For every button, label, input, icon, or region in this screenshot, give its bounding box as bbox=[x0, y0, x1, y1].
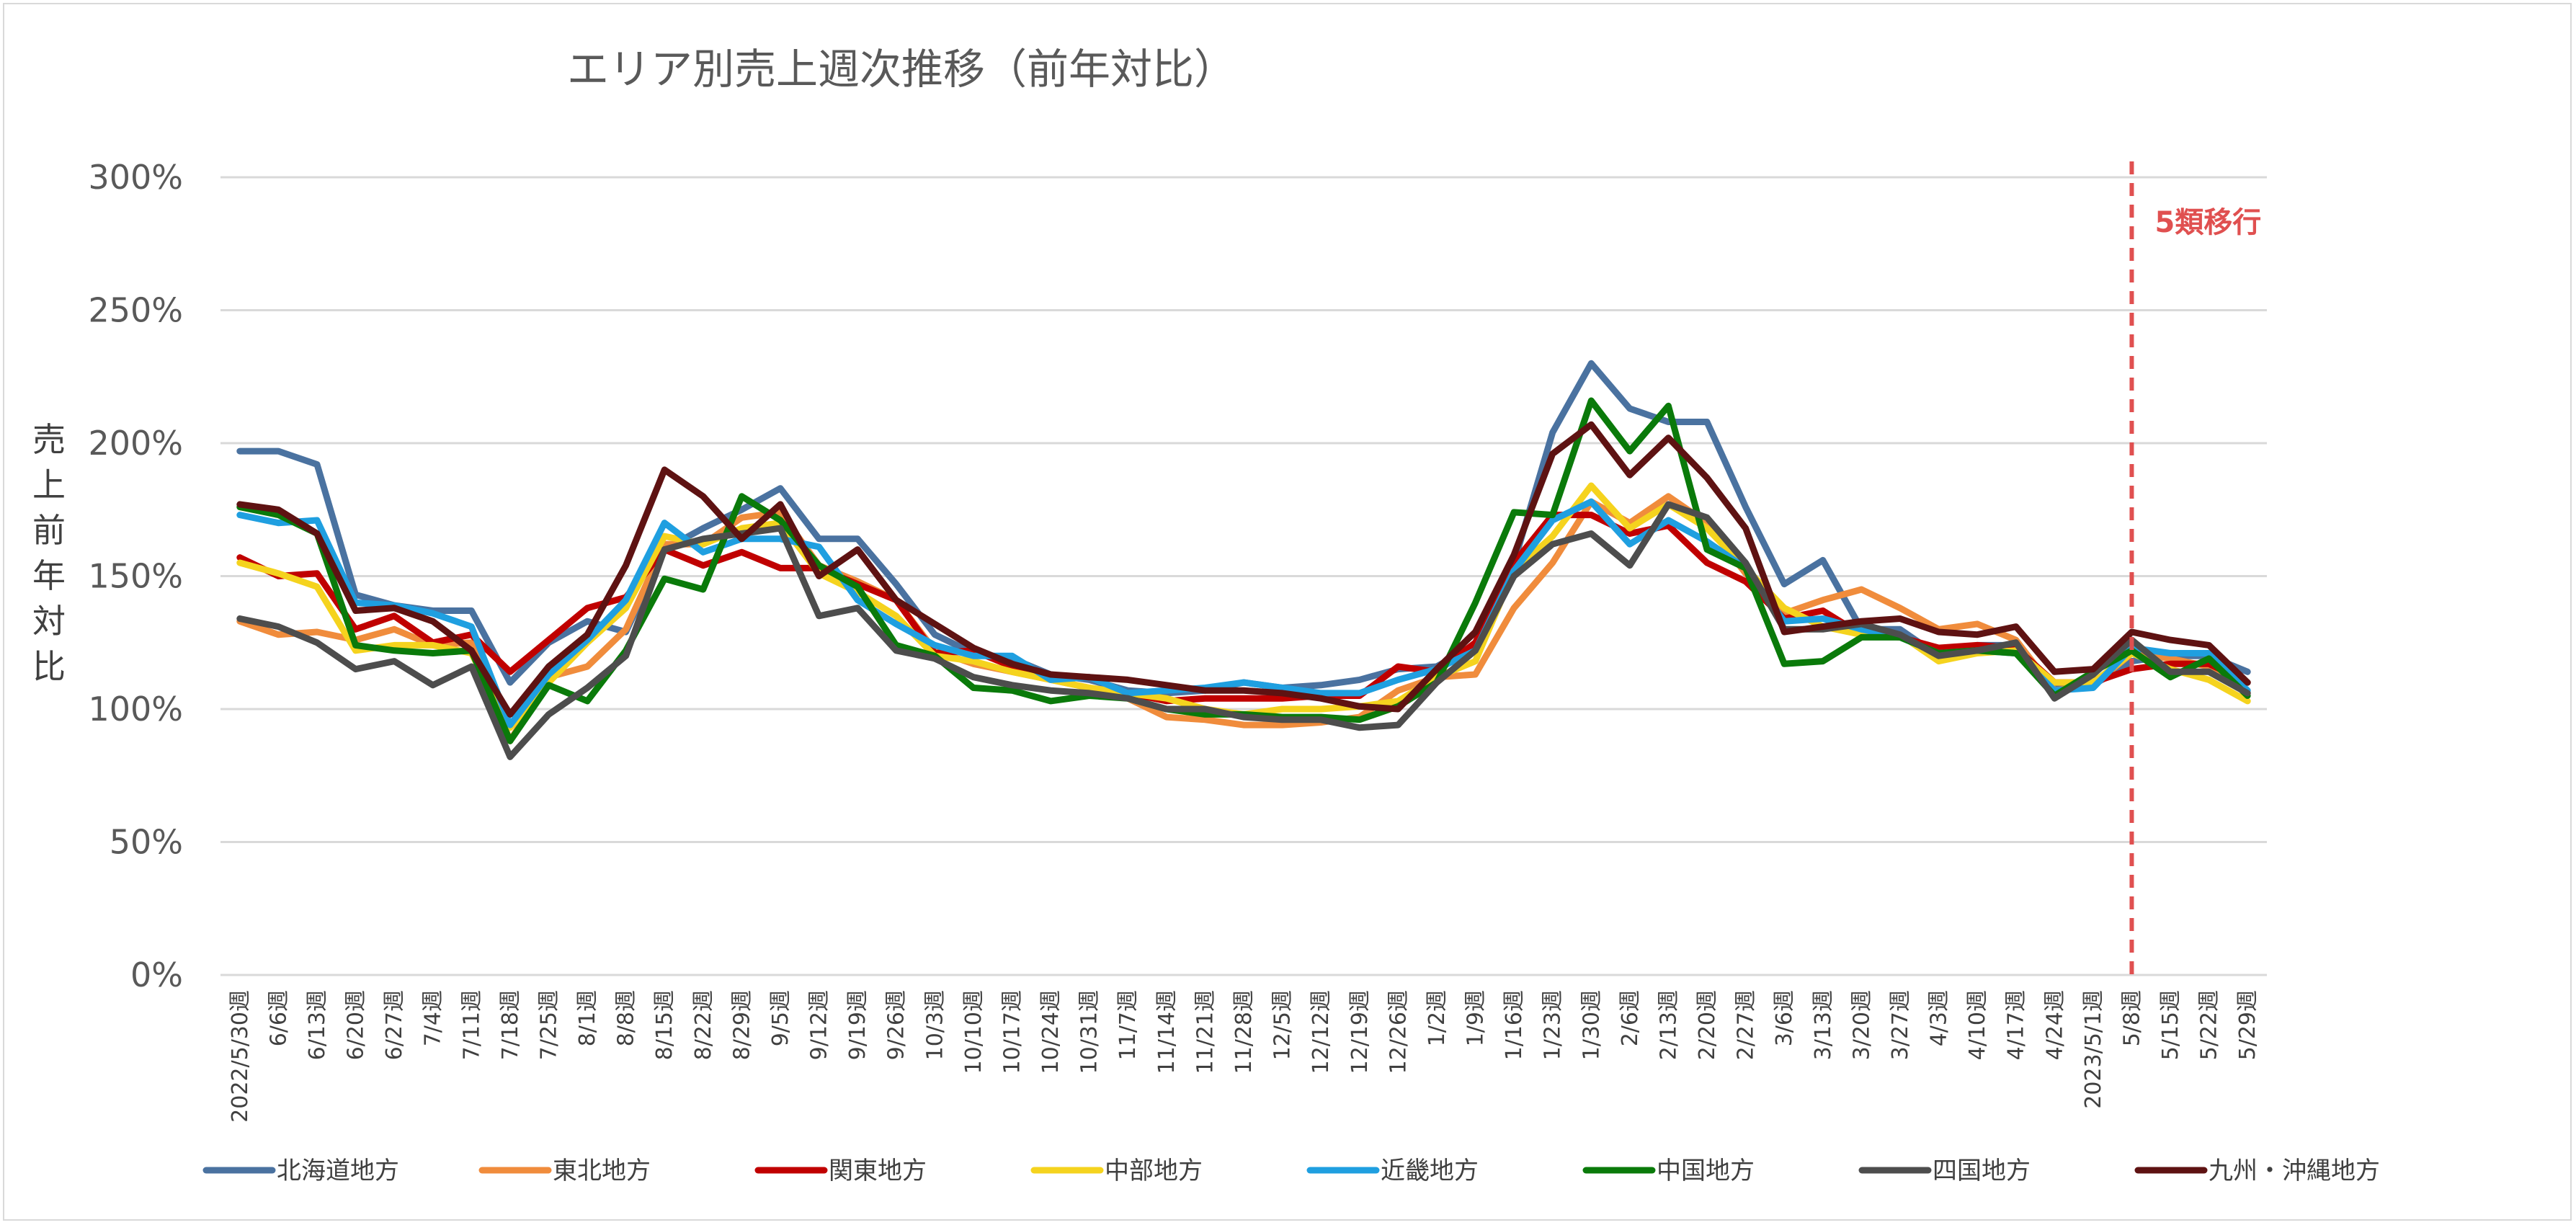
y-tick-label: 50% bbox=[110, 823, 183, 862]
y-tick-label: 200% bbox=[88, 424, 183, 463]
x-tick-label: 10/31週 bbox=[1077, 990, 1102, 1074]
gridlines bbox=[220, 176, 2267, 976]
x-tick-label: 12/26週 bbox=[1386, 990, 1411, 1074]
x-tick-label: 4/24週 bbox=[2042, 990, 2067, 1060]
x-tick-label: 8/8週 bbox=[614, 990, 639, 1046]
x-tick-label: 5/15週 bbox=[2158, 990, 2183, 1060]
series-line bbox=[236, 421, 2251, 718]
x-tick-label: 2/27週 bbox=[1734, 990, 1759, 1060]
x-tick-label: 12/12週 bbox=[1309, 990, 1334, 1074]
y-axis-label-char: 年 bbox=[32, 556, 66, 595]
x-tick-label: 12/19週 bbox=[1347, 990, 1373, 1074]
x-tick-label: 10/10週 bbox=[961, 990, 986, 1074]
x-tick-label: 2/6週 bbox=[1618, 990, 1643, 1046]
legend-label: 中部地方 bbox=[1105, 1157, 1203, 1185]
x-tick-label: 9/5週 bbox=[768, 990, 793, 1046]
legend-label: 東北地方 bbox=[553, 1157, 651, 1185]
x-tick-label: 8/1週 bbox=[575, 990, 600, 1046]
y-axis-label-char: 対 bbox=[32, 602, 66, 641]
x-tick-label: 2022/5/30週 bbox=[228, 990, 253, 1123]
x-tick-label: 11/7週 bbox=[1115, 990, 1141, 1060]
x-tick-label: 7/4週 bbox=[421, 990, 446, 1046]
annotation: 5類移行 bbox=[2129, 161, 2261, 979]
x-tick-label: 11/21週 bbox=[1193, 990, 1218, 1074]
y-tick-label: 0% bbox=[130, 956, 183, 994]
x-tick-label: 3/13週 bbox=[1811, 990, 1836, 1060]
legend-label: 関東地方 bbox=[829, 1157, 927, 1185]
series-lines bbox=[236, 360, 2251, 760]
y-tick-label: 100% bbox=[88, 690, 183, 729]
x-tick-label: 1/23週 bbox=[1541, 990, 1566, 1060]
legend-label: 九州・沖縄地方 bbox=[2209, 1157, 2380, 1185]
y-axis-label-char: 比 bbox=[32, 647, 66, 686]
y-axis-ticks: 0% 50% 100% 150% 200% 250% 300% bbox=[88, 158, 183, 994]
chart-title: エリア別売上週次推移（前年対比） bbox=[567, 45, 1236, 94]
x-tick-label: 9/19週 bbox=[845, 990, 870, 1060]
x-tick-label: 4/17週 bbox=[2004, 990, 2029, 1060]
x-tick-label: 6/6週 bbox=[266, 990, 291, 1046]
y-tick-label: 300% bbox=[88, 158, 183, 197]
x-tick-label: 6/27週 bbox=[382, 990, 407, 1060]
x-tick-label: 9/12週 bbox=[807, 990, 832, 1060]
x-tick-label: 7/25週 bbox=[536, 990, 561, 1060]
x-tick-label: 6/20週 bbox=[344, 990, 369, 1060]
legend: 北海道地方 東北地方 関東地方 中部地方 近畿地方 中国地方 四国地方 九州・沖縄地方 bbox=[202, 1157, 2380, 1185]
x-tick-label: 7/11週 bbox=[459, 990, 484, 1060]
x-axis-ticks: 2022/5/30週 6/6週 6/13週 6/20週 6/27週 7/4週 7/11週 7/… bbox=[228, 990, 2260, 1123]
y-tick-label: 150% bbox=[88, 557, 183, 596]
x-tick-label: 7/18週 bbox=[498, 990, 523, 1060]
x-tick-label: 3/27週 bbox=[1888, 990, 1913, 1060]
y-tick-label: 250% bbox=[88, 291, 183, 330]
y-axis-label-char: 売 bbox=[32, 420, 66, 459]
x-tick-label: 1/16週 bbox=[1502, 990, 1527, 1060]
legend-label: 近畿地方 bbox=[1381, 1157, 1479, 1185]
legend-label: 四国地方 bbox=[1933, 1157, 2031, 1185]
x-tick-label: 1/30週 bbox=[1579, 990, 1604, 1060]
legend-label: 北海道地方 bbox=[277, 1157, 399, 1185]
x-tick-label: 5/8週 bbox=[2119, 990, 2144, 1046]
x-tick-label: 10/24週 bbox=[1038, 990, 1064, 1074]
y-axis-label-char: 上 bbox=[32, 466, 66, 504]
x-tick-label: 3/6週 bbox=[1772, 990, 1797, 1046]
x-tick-label: 9/26週 bbox=[884, 990, 909, 1060]
x-tick-label: 8/29週 bbox=[729, 990, 754, 1060]
x-tick-label: 11/14週 bbox=[1154, 990, 1180, 1074]
y-axis-label-char: 前 bbox=[32, 511, 66, 550]
x-tick-label: 5/22週 bbox=[2197, 990, 2222, 1060]
x-tick-label: 2/20週 bbox=[1695, 990, 1720, 1060]
annotation-label: 5類移行 bbox=[2154, 206, 2261, 239]
series-line bbox=[236, 493, 2251, 744]
x-tick-label: 2023/5/1週 bbox=[2081, 990, 2106, 1109]
x-tick-label: 10/3週 bbox=[922, 990, 948, 1060]
x-tick-label: 12/5週 bbox=[1270, 990, 1296, 1060]
x-tick-label: 8/15週 bbox=[652, 990, 677, 1060]
legend-label: 中国地方 bbox=[1657, 1157, 1755, 1185]
x-tick-label: 4/10週 bbox=[1965, 990, 1990, 1060]
chart-frame: エリア別売上週次推移（前年対比） 0% 50% 100% 150% 200% 250% 30… bbox=[3, 3, 2572, 1221]
x-tick-label: 6/13週 bbox=[305, 990, 330, 1060]
x-tick-label: 3/20週 bbox=[1849, 990, 1874, 1060]
x-tick-label: 1/2週 bbox=[1425, 990, 1450, 1046]
x-tick-label: 1/9週 bbox=[1463, 990, 1489, 1046]
series-line bbox=[236, 501, 2251, 760]
x-tick-label: 5/29週 bbox=[2235, 990, 2260, 1060]
x-tick-label: 8/22週 bbox=[691, 990, 716, 1060]
x-tick-label: 10/17週 bbox=[999, 990, 1025, 1074]
x-tick-label: 4/3週 bbox=[1927, 990, 1952, 1046]
line-chart: エリア別売上週次推移（前年対比） 0% 50% 100% 150% 200% 250% 30… bbox=[32, 45, 2380, 1185]
x-tick-label: 11/28週 bbox=[1231, 990, 1257, 1074]
x-tick-label: 2/13週 bbox=[1656, 990, 1681, 1060]
